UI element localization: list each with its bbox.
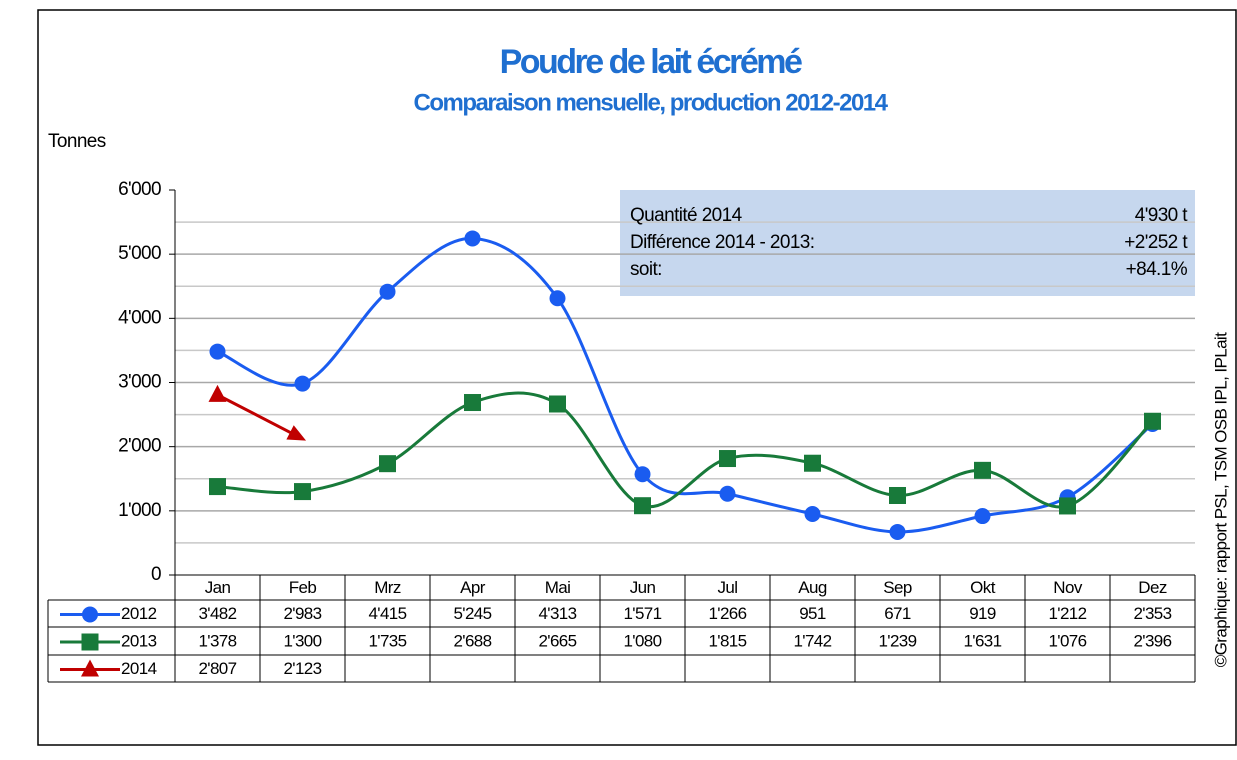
point bbox=[379, 455, 396, 473]
annotation-value: +84.1% bbox=[1126, 259, 1188, 280]
x-tick-label: Mrz bbox=[374, 578, 401, 597]
data-label: 2'983 bbox=[283, 604, 321, 623]
y-tick-label: 1'000 bbox=[118, 500, 161, 521]
y-tick-label: 3'000 bbox=[118, 372, 161, 393]
data-label: 1'300 bbox=[283, 631, 321, 650]
y-tick-label: 0 bbox=[151, 564, 161, 585]
x-tick-label: Jan bbox=[205, 578, 231, 597]
point bbox=[379, 283, 396, 300]
x-tick-label: Jun bbox=[630, 578, 656, 597]
point bbox=[804, 454, 821, 472]
annotation-label: Différence 2014 - 2013: bbox=[630, 232, 814, 253]
point bbox=[804, 505, 821, 522]
chart-subtitle: Comparaison mensuelle, production 2012-2… bbox=[413, 89, 888, 116]
legend-label: 2014 bbox=[121, 659, 157, 678]
x-tick-label: Okt bbox=[970, 578, 996, 597]
y-tick-label: 4'000 bbox=[118, 307, 161, 328]
legend-marker bbox=[81, 659, 99, 677]
data-label: 2'665 bbox=[538, 631, 576, 650]
y-tick-label: 5'000 bbox=[118, 243, 161, 264]
data-label: 1'266 bbox=[708, 604, 746, 623]
data-label: 4'313 bbox=[538, 604, 576, 623]
point bbox=[464, 230, 481, 247]
data-label: 1'378 bbox=[198, 631, 236, 650]
point bbox=[549, 290, 566, 307]
data-label: 5'245 bbox=[453, 604, 491, 623]
data-label: 919 bbox=[969, 604, 996, 623]
x-tick-label: Aug bbox=[798, 578, 827, 597]
data-label: 2'353 bbox=[1133, 604, 1171, 623]
point bbox=[549, 395, 566, 413]
x-tick-label: Nov bbox=[1053, 578, 1083, 597]
data-label: 1'571 bbox=[623, 604, 661, 623]
point bbox=[1059, 497, 1076, 515]
data-label: 1'076 bbox=[1048, 631, 1086, 650]
x-tick-label: Sep bbox=[883, 578, 912, 597]
x-tick-label: Apr bbox=[460, 578, 486, 597]
arrow-head bbox=[286, 425, 307, 441]
point bbox=[719, 450, 736, 468]
point bbox=[634, 497, 651, 515]
point bbox=[209, 478, 226, 496]
data-label: 1'815 bbox=[708, 631, 746, 650]
data-label: 1'212 bbox=[1048, 604, 1086, 623]
frame bbox=[37, 9, 1237, 746]
annotation-label: soit: bbox=[630, 259, 662, 280]
point bbox=[719, 485, 736, 502]
data-label: 2'396 bbox=[1133, 631, 1171, 650]
point bbox=[889, 523, 906, 540]
legend-marker bbox=[81, 633, 99, 651]
x-tick-label: Jul bbox=[718, 578, 738, 597]
annotation-value: 4'930 t bbox=[1135, 205, 1189, 226]
point bbox=[294, 483, 311, 501]
data-label: 2'688 bbox=[453, 631, 491, 650]
chart-title: Poudre de lait écrémé bbox=[500, 43, 802, 81]
data-label: 1'742 bbox=[793, 631, 831, 650]
legend-label: 2013 bbox=[121, 631, 157, 650]
x-tick-label: Mai bbox=[545, 578, 571, 597]
annotation-value: +2'252 t bbox=[1124, 232, 1188, 253]
point bbox=[889, 486, 906, 504]
point bbox=[209, 343, 226, 360]
x-tick-label: Feb bbox=[289, 578, 317, 597]
series-line bbox=[216, 393, 304, 441]
credit: ©Graphique: rapport PSL, TSM OSB IPL, IP… bbox=[1211, 332, 1230, 667]
data-label: 1'239 bbox=[878, 631, 916, 650]
legend-marker bbox=[82, 606, 98, 623]
data-label: 1'080 bbox=[623, 631, 661, 650]
data-label: 2'807 bbox=[198, 659, 236, 678]
point bbox=[974, 461, 991, 479]
annotation-label: Quantité 2014 bbox=[630, 205, 743, 226]
point bbox=[464, 394, 481, 412]
data-label: 4'415 bbox=[368, 604, 406, 623]
data-label: 671 bbox=[884, 604, 911, 623]
point bbox=[208, 384, 227, 402]
x-tick-label: Dez bbox=[1138, 578, 1167, 597]
legend-label: 2012 bbox=[121, 604, 157, 623]
point bbox=[634, 466, 651, 483]
data-label: 1'735 bbox=[368, 631, 406, 650]
y-axis-label: Tonnes bbox=[48, 131, 106, 152]
data-label: 2'123 bbox=[283, 659, 321, 678]
point bbox=[974, 508, 991, 525]
data-label: 951 bbox=[799, 604, 826, 623]
data-label: 1'631 bbox=[963, 631, 1001, 650]
y-tick-label: 6'000 bbox=[118, 179, 161, 200]
annotation-box bbox=[620, 190, 1195, 296]
y-tick-label: 2'000 bbox=[118, 436, 161, 457]
point bbox=[294, 375, 311, 392]
data-label: 3'482 bbox=[198, 604, 236, 623]
point bbox=[1144, 412, 1161, 430]
